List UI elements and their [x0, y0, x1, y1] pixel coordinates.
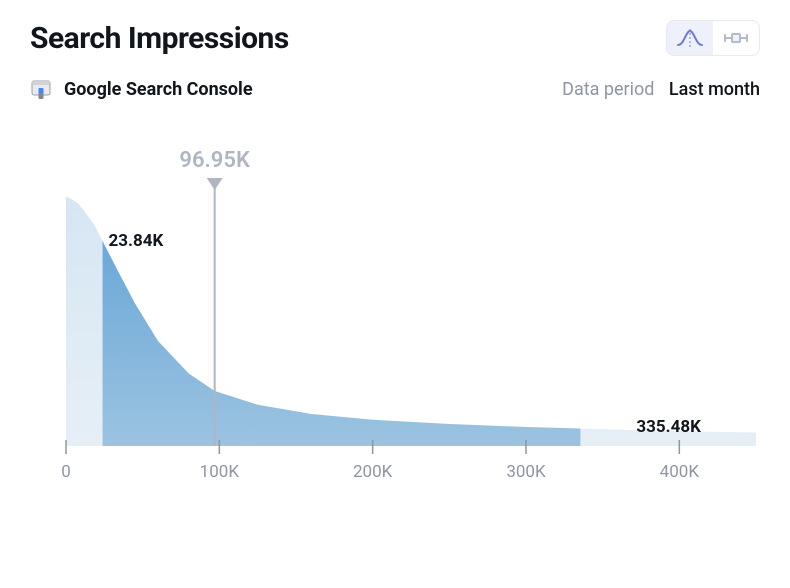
view-toggle-boxplot[interactable] — [713, 21, 759, 55]
series-point-label: 23.84K — [109, 231, 164, 251]
marker-handle-icon[interactable] — [207, 178, 223, 190]
google-search-console-icon — [30, 78, 52, 100]
x-tick-label: 400K — [660, 462, 699, 482]
distribution-curve-icon — [677, 29, 703, 47]
area-dark — [103, 241, 581, 446]
view-toggle-distribution[interactable] — [667, 21, 713, 55]
x-tick-label: 100K — [200, 462, 239, 482]
page-title: Search Impressions — [30, 21, 289, 56]
marker-label: 96.95K — [179, 148, 249, 173]
chart-view-toggle — [666, 20, 760, 56]
source-row: Google Search Console Data period Last m… — [30, 78, 760, 100]
distribution-chart: 0 100K 200K 300K 400K 96.95K 23.84K 335.48K — [30, 136, 758, 526]
x-tick-label: 0 — [61, 462, 71, 482]
search-impressions-card: Search Impressions — [0, 0, 790, 588]
data-period-value: Last month — [669, 79, 760, 100]
data-source-name: Google Search Console — [64, 79, 253, 100]
data-period-label: Data period — [562, 79, 654, 100]
data-period[interactable]: Data period Last month — [562, 79, 760, 100]
boxplot-icon — [723, 29, 749, 47]
x-tick-label: 200K — [353, 462, 392, 482]
source-left: Google Search Console — [30, 78, 253, 100]
series-point-label: 335.48K — [636, 417, 701, 437]
header-row: Search Impressions — [30, 20, 760, 56]
x-tick-label: 300K — [506, 462, 545, 482]
